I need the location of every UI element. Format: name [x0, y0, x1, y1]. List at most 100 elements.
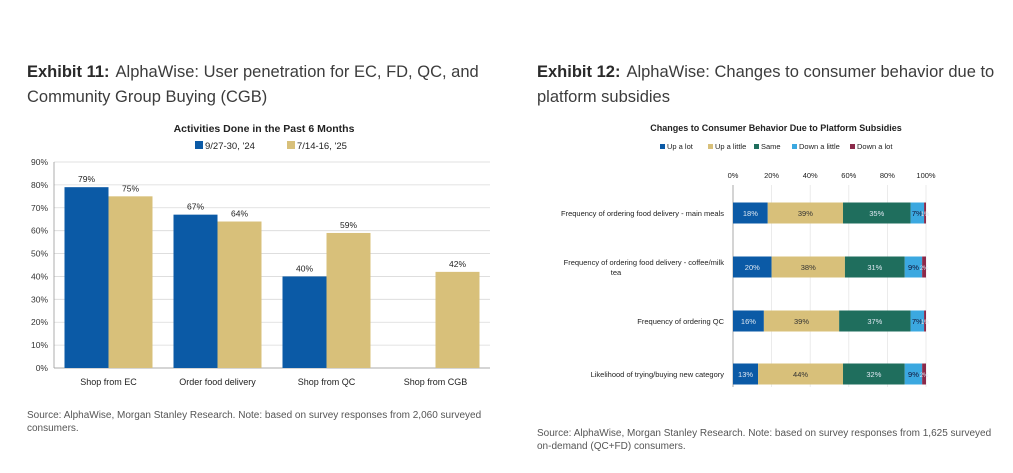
legend-swatch-4 [850, 144, 855, 149]
exhibit-12-source: Source: AlphaWise, Morgan Stanley Resear… [537, 428, 992, 452]
segment-label: 31% [867, 263, 882, 272]
legend-label-0: 9/27-30, '24 [205, 141, 255, 152]
legend-swatch-1 [287, 141, 295, 149]
data-label: 79% [78, 174, 95, 184]
bar-jul25 [326, 232, 371, 368]
y-tick-label: 70% [31, 203, 48, 213]
chart-title: Activities Done in the Past 6 Months [174, 123, 355, 135]
legend-label-4: Down a lot [857, 142, 893, 151]
bar-sep24 [173, 214, 218, 368]
x-tick-label: 100% [916, 171, 936, 180]
legend-swatch-0 [660, 144, 665, 149]
legend-swatch-3 [792, 144, 797, 149]
x-tick-label: 60% [841, 171, 856, 180]
exhibit-11-chart: Activities Done in the Past 6 Months 9/27… [31, 123, 490, 387]
legend-label-1: Up a little [715, 142, 746, 151]
data-label: 67% [187, 202, 204, 212]
bar-segment-same [844, 256, 905, 278]
segment-label: 35% [869, 209, 884, 218]
segment-label: 2% [920, 373, 929, 379]
segment-label: 44% [793, 370, 808, 379]
exhibit-12-chart: Changes to Consumer Behavior Due to Plat… [561, 123, 936, 387]
segment-label: 2% [920, 266, 929, 272]
data-label: 75% [122, 183, 139, 193]
segment-label: 1% [921, 212, 930, 218]
segment-label: 9% [908, 370, 919, 379]
bar-segment-down-a-little [904, 363, 923, 385]
category-label: Frequency of ordering food delivery - ma… [561, 209, 724, 218]
segment-label: 39% [798, 209, 813, 218]
y-tick-label: 0% [36, 363, 49, 373]
segment-label: 32% [866, 370, 881, 379]
y-tick-label: 60% [31, 226, 48, 236]
bar-sep24 [64, 187, 109, 368]
data-label: 64% [231, 209, 248, 219]
exhibit-11-source: Source: AlphaWise, Morgan Stanley Resear… [27, 410, 482, 434]
y-tick-label: 20% [31, 317, 48, 327]
segment-label: 20% [745, 263, 760, 272]
segment-label: 13% [738, 370, 753, 379]
bar-segment-down-a-lot [922, 256, 926, 278]
exhibit-11-title: Exhibit 11: AlphaWise: User penetration f… [27, 60, 497, 110]
category-label: tea [611, 268, 622, 277]
x-tick-label: Shop from CGB [404, 377, 468, 387]
x-tick-label: 0% [728, 171, 739, 180]
bar-segment-down-a-little [904, 256, 923, 278]
data-label: 59% [340, 220, 357, 230]
y-tick-label: 90% [31, 157, 48, 167]
segment-label: 38% [801, 263, 816, 272]
y-tick-label: 10% [31, 340, 48, 350]
bar-segment-up-a-lot [733, 202, 768, 224]
bar-segment-down-a-lot [924, 202, 926, 224]
bar-segment-down-a-little [910, 310, 925, 332]
y-tick-label: 50% [31, 249, 48, 259]
bar-segment-up-a-lot [733, 256, 772, 278]
data-label: 42% [449, 259, 466, 269]
data-label: 40% [296, 263, 313, 273]
segment-label: 37% [867, 317, 882, 326]
bar-segment-up-a-little [767, 202, 844, 224]
segment-label: 39% [794, 317, 809, 326]
legend-label-2: Same [761, 142, 781, 151]
category-label: Frequency of ordering QC [637, 317, 724, 326]
bar-jul25 [435, 271, 480, 368]
legend-swatch-2 [754, 144, 759, 149]
x-tick-label: Order food delivery [179, 377, 256, 387]
exhibit-12-title-text: AlphaWise: Changes to consumer behavior … [537, 63, 995, 106]
y-tick-label: 30% [31, 294, 48, 304]
segment-label: 9% [908, 263, 919, 272]
bar-sep24 [282, 276, 327, 368]
exhibit-12-title: Exhibit 12: AlphaWise: Changes to consume… [537, 60, 1007, 110]
y-tick-label: 40% [31, 271, 48, 281]
bar-segment-up-a-little [771, 256, 845, 278]
legend-label-3: Down a little [799, 142, 840, 151]
bar-segment-same [843, 363, 905, 385]
segment-label: 18% [743, 209, 758, 218]
bar-segment-down-a-lot [924, 310, 926, 332]
category-label: Likelihood of trying/buying new category [591, 370, 725, 379]
x-tick-label: 40% [803, 171, 818, 180]
bar-segment-down-a-lot [922, 363, 926, 385]
segment-label: 1% [921, 320, 930, 326]
bar-segment-down-a-little [910, 202, 925, 224]
exhibit-11-label: Exhibit 11: [27, 63, 110, 81]
legend-label-0: Up a lot [667, 142, 694, 151]
category-label: Frequency of ordering food delivery - co… [564, 258, 725, 267]
x-tick-label: 80% [880, 171, 895, 180]
segment-label: 7% [912, 317, 923, 326]
x-tick-label: 20% [764, 171, 779, 180]
legend-swatch-0 [195, 141, 203, 149]
bar-segment-same [839, 310, 911, 332]
bar-segment-up-a-lot [733, 363, 759, 385]
bar-jul25 [217, 221, 262, 368]
legend-label-1: 7/14-16, '25 [297, 141, 347, 152]
legend-swatch-1 [708, 144, 713, 149]
y-tick-label: 80% [31, 180, 48, 190]
bar-segment-up-a-lot [733, 310, 764, 332]
bar-jul25 [108, 196, 153, 368]
bar-segment-same [843, 202, 911, 224]
segment-label: 16% [741, 317, 756, 326]
chart-title: Changes to Consumer Behavior Due to Plat… [650, 123, 902, 133]
exhibit-12-label: Exhibit 12: [537, 63, 621, 81]
exhibit-11-title-text: AlphaWise: User penetration for EC, FD, … [27, 63, 479, 106]
